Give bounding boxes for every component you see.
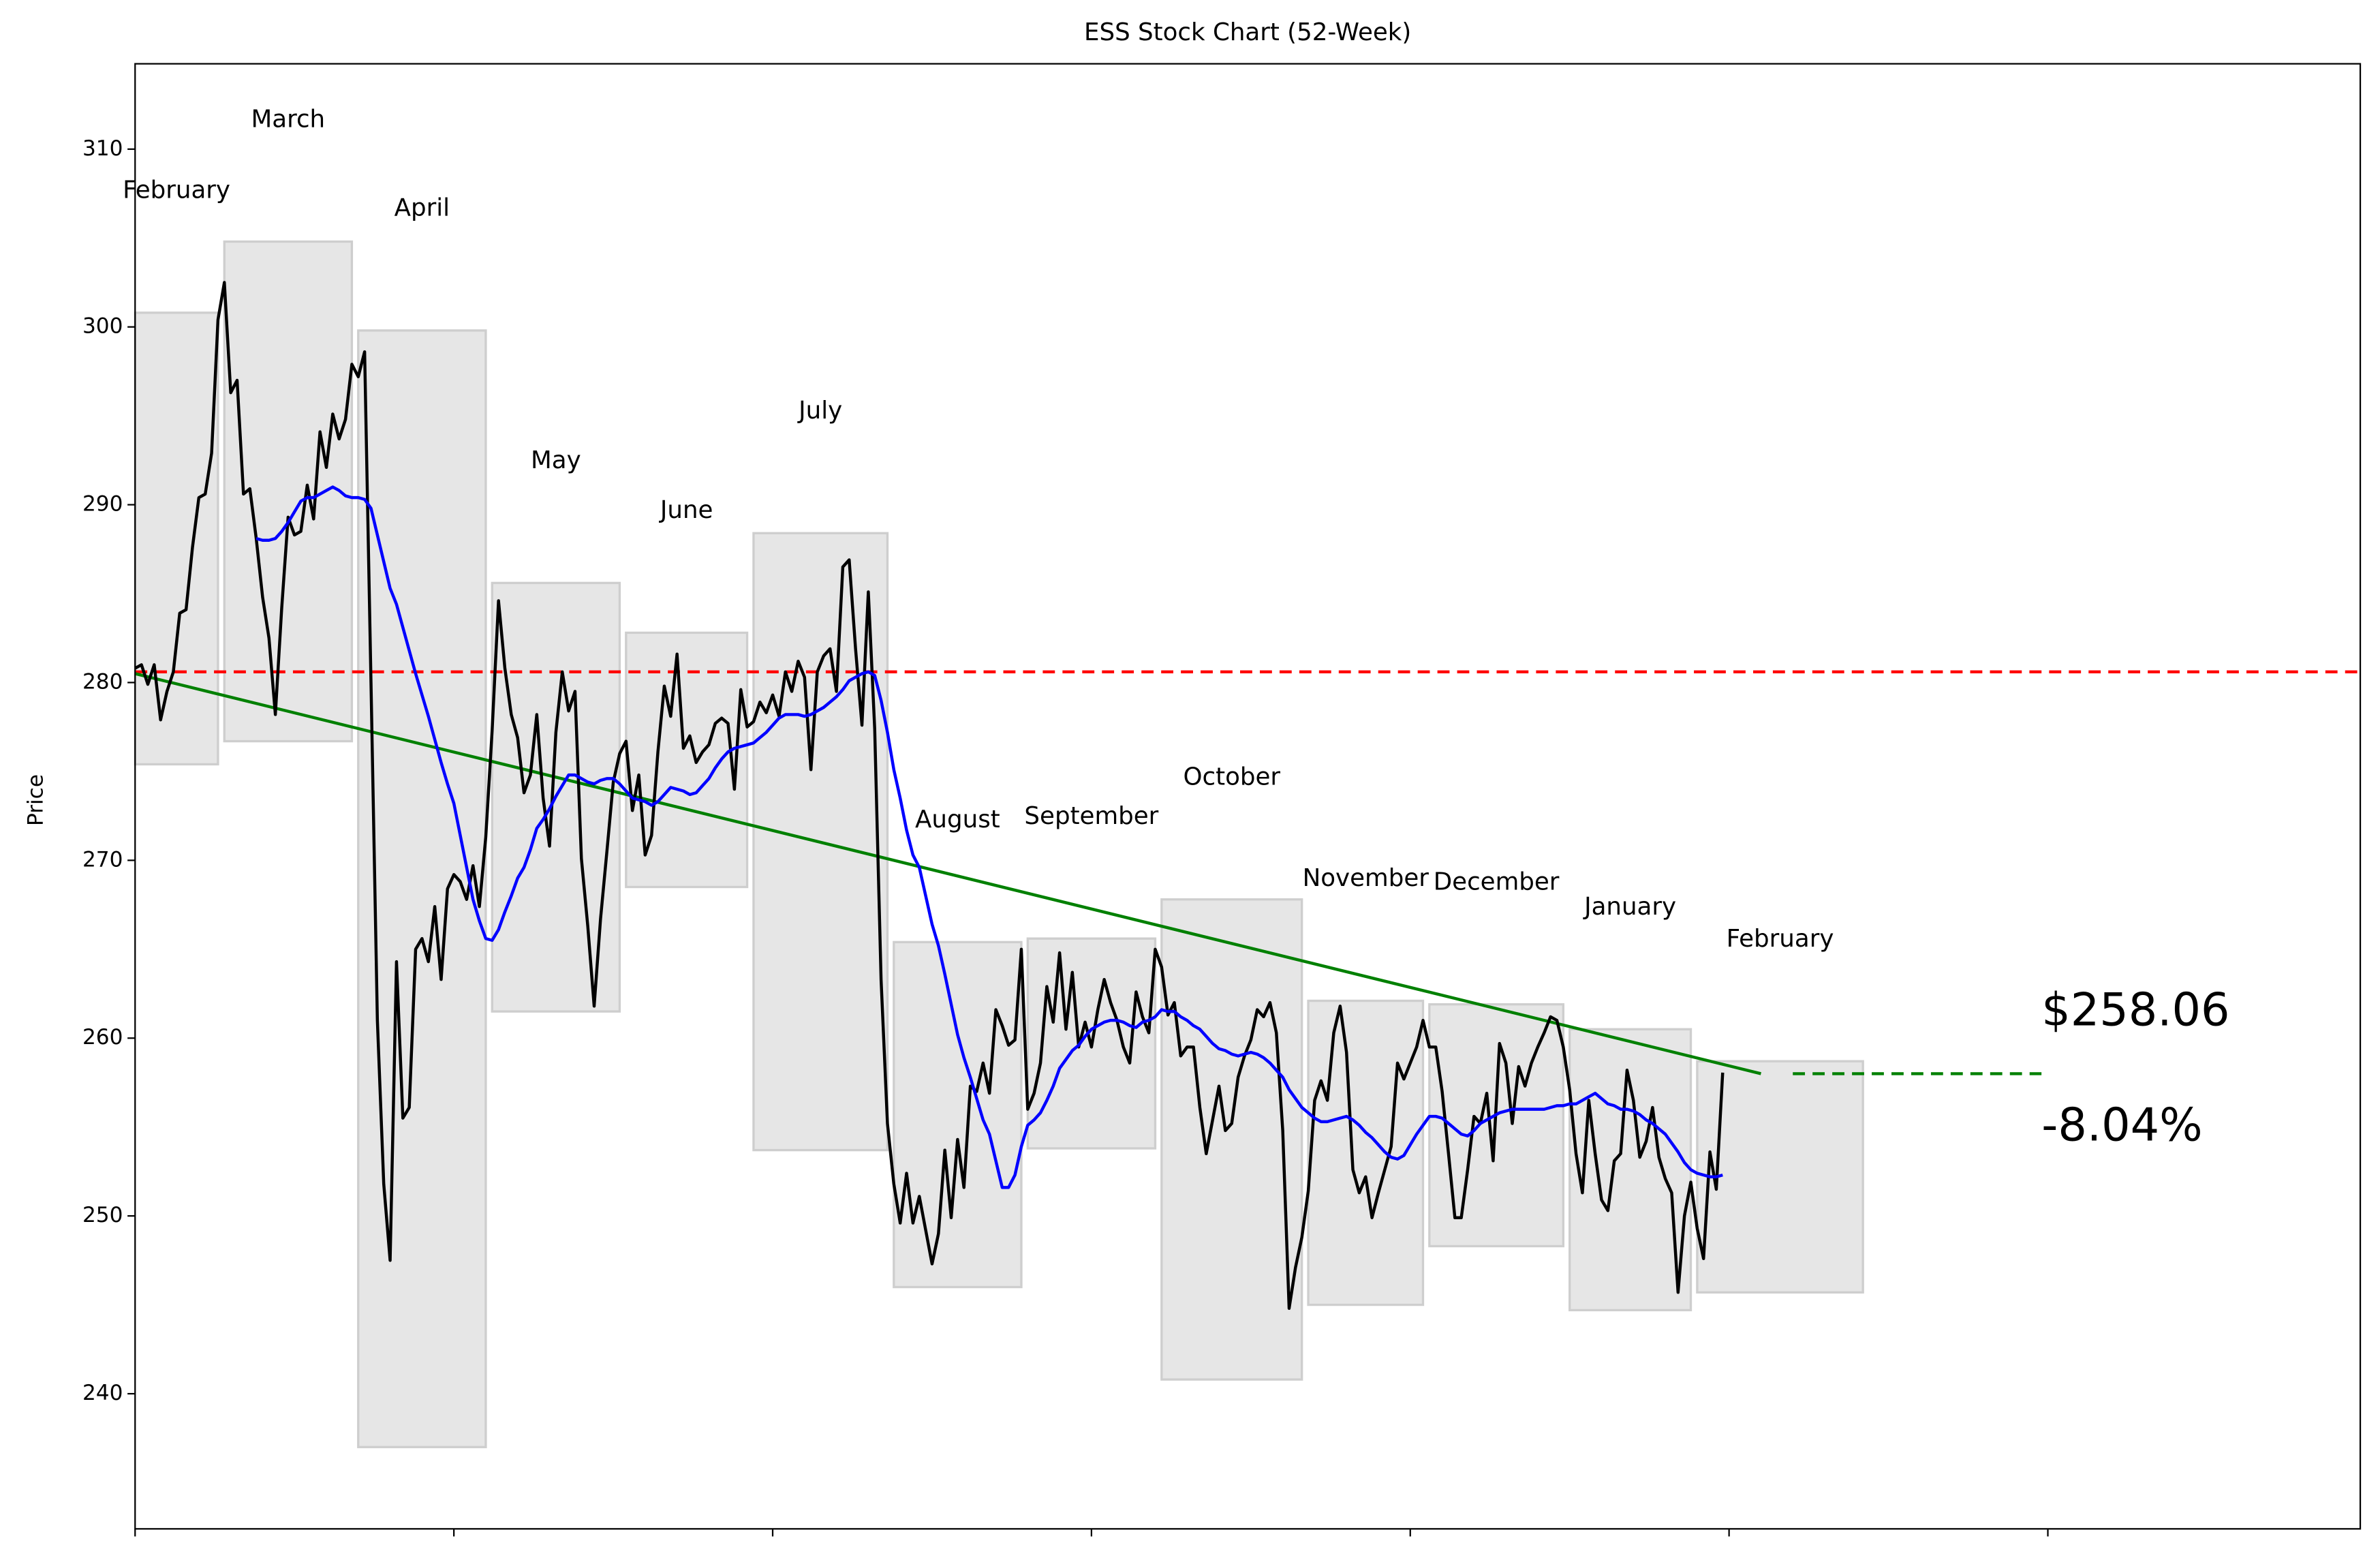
- y-tick-label: 290: [82, 492, 123, 517]
- y-tick-label: 310: [82, 136, 123, 161]
- axes-frame: [134, 63, 2362, 1530]
- month-label: December: [1434, 868, 1560, 896]
- month-label: August: [915, 806, 1000, 833]
- month-label: October: [1183, 763, 1280, 791]
- y-tick-label: 260: [82, 1025, 123, 1050]
- chart-title: ESS Stock Chart (52-Week): [1084, 18, 1411, 46]
- month-range: [134, 311, 219, 766]
- month-range: [1160, 898, 1303, 1381]
- price-annotation: $258.06: [2041, 983, 2229, 1036]
- y-tick-label: 300: [82, 314, 123, 339]
- y-tick-label: 270: [82, 847, 123, 872]
- y-tick-label: 280: [82, 669, 123, 694]
- month-label: November: [1303, 864, 1429, 892]
- month-label: January: [1583, 893, 1676, 921]
- month-range: [1696, 1060, 1864, 1294]
- month-range: [893, 940, 1023, 1289]
- y-tick-label: 250: [82, 1203, 123, 1227]
- y-axis-label: Price: [23, 774, 48, 826]
- month-label: May: [531, 446, 581, 474]
- month-label: February: [123, 177, 230, 204]
- month-range: [223, 240, 354, 743]
- trend-line: [134, 672, 1761, 1075]
- plot-area: February March April May June July August Septe…: [123, 105, 2361, 1448]
- y-tick-label: 240: [82, 1381, 123, 1405]
- month-range: [1568, 1028, 1693, 1312]
- month-label: March: [251, 105, 326, 133]
- month-label: April: [395, 194, 450, 222]
- month-label: July: [797, 397, 842, 425]
- month-label: June: [659, 496, 713, 524]
- month-label: February: [1727, 925, 1834, 953]
- month-label: September: [1024, 802, 1158, 830]
- month-range: [625, 631, 749, 889]
- change-annotation: -8.04%: [2041, 1099, 2202, 1152]
- moving-average-line: [256, 485, 1723, 1189]
- price-line: [134, 281, 1725, 1311]
- month-range: [357, 329, 487, 1448]
